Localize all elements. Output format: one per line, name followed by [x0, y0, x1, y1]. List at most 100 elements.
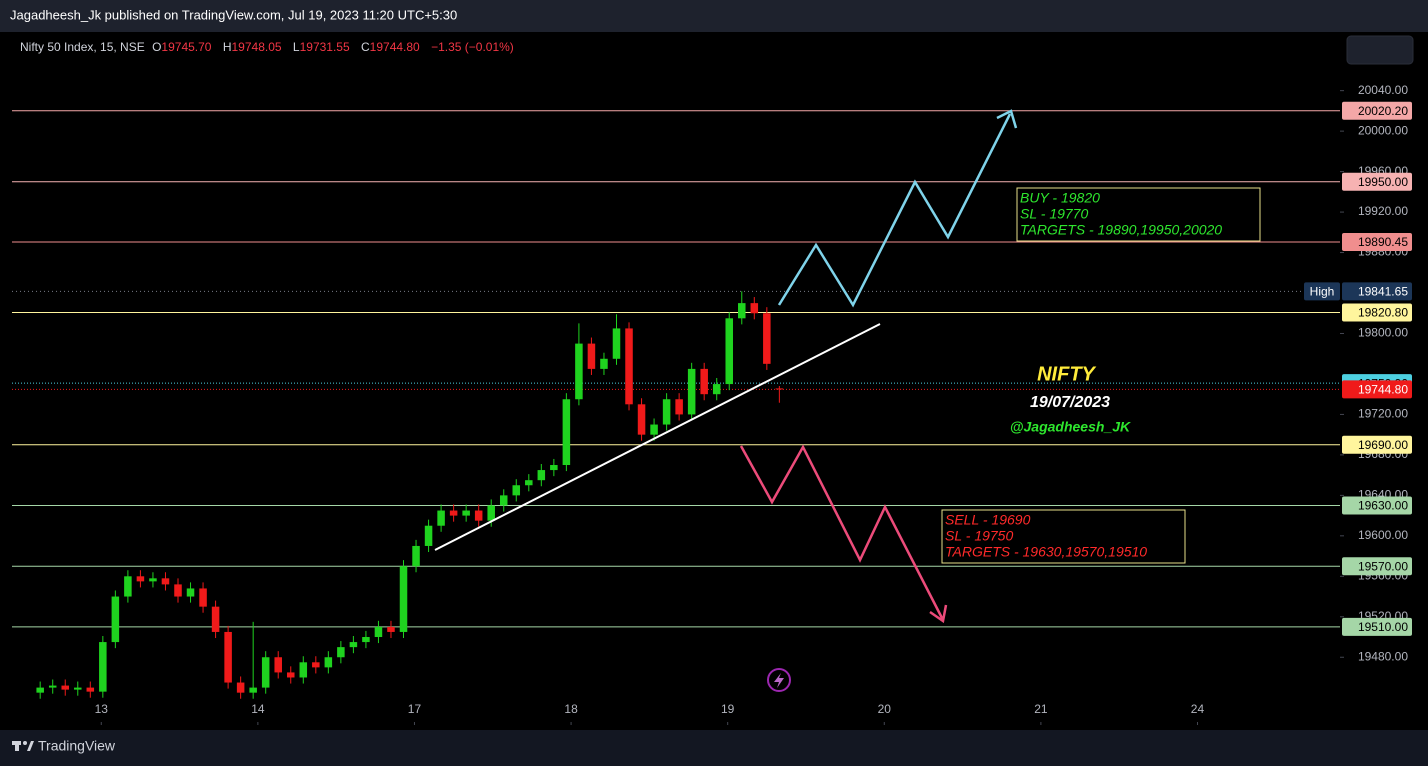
price-label: 19570.00: [1358, 559, 1408, 573]
sell-text: TARGETS - 19630,19570,19510: [945, 544, 1147, 560]
bull-path: [777, 113, 1012, 308]
y-tick-label: 19920.00: [1358, 204, 1408, 218]
candle-body: [374, 626, 383, 638]
price-label: 19950.00: [1358, 175, 1408, 189]
candle-body: [274, 657, 282, 673]
candle-body: [625, 328, 633, 405]
buy-text: SL - 19770: [1020, 206, 1088, 222]
price-label: 19744.80: [1358, 383, 1408, 397]
candle-body: [86, 687, 95, 692]
y-tick-label: 19480.00: [1358, 649, 1408, 663]
candle-body: [149, 578, 157, 582]
candle-body: [487, 505, 495, 521]
price-label-box: [1342, 435, 1412, 454]
tv-logo: [12, 741, 34, 751]
price-label-box: [1342, 496, 1412, 515]
bottom-bar: [0, 730, 1428, 766]
c-value: 19744.80: [370, 40, 420, 54]
legend: Nifty 50 Index, 15, NSE O19745.70 H19748…: [20, 40, 514, 54]
candle-body: [562, 399, 571, 466]
brand: TradingView: [38, 738, 116, 754]
price-label: 19630.00: [1358, 499, 1408, 513]
y-tick-label: 19800.00: [1358, 326, 1408, 340]
candle-body: [424, 525, 433, 546]
annotation-author: @Jagadheesh_JK: [1010, 419, 1131, 435]
high-name: High: [1310, 285, 1335, 299]
candle-body: [612, 328, 621, 359]
h-label: H: [223, 40, 232, 54]
x-tick-label: 24: [1191, 702, 1205, 716]
publisher: Jagadheesh_Jk published on TradingView.c…: [10, 7, 457, 22]
high-name-box: [1304, 282, 1340, 301]
candle-body: [111, 596, 120, 643]
price-label: 19820.80: [1358, 306, 1408, 320]
candle-body: [462, 510, 470, 516]
candle-body: [650, 424, 658, 435]
candle-body: [738, 303, 746, 319]
price-label-box: [1342, 380, 1412, 399]
annotation-date: 19/07/2023: [1030, 394, 1110, 411]
x-tick-label: 14: [251, 702, 265, 716]
event-icon[interactable]: [767, 668, 791, 692]
settings-button[interactable]: [1346, 35, 1414, 65]
candle-body: [675, 399, 683, 415]
candle-body: [61, 685, 70, 690]
sell-text: SELL - 19690: [945, 512, 1031, 528]
candle-body: [750, 303, 759, 314]
candle-body: [637, 404, 646, 435]
candle-body: [575, 343, 583, 400]
y-tick-label: 19720.00: [1358, 407, 1408, 421]
sell-text: SL - 19750: [945, 528, 1013, 544]
o-value: 19745.70: [161, 40, 211, 54]
bull-arrowhead: [996, 109, 1018, 129]
x-tick-label: 13: [95, 702, 109, 716]
candle-body: [99, 642, 107, 692]
candle-body: [349, 642, 358, 648]
price-label: 19510.00: [1358, 620, 1408, 634]
bear-path: [739, 444, 945, 621]
candle-body: [199, 588, 207, 607]
candle-body: [725, 318, 734, 385]
y-tick-label: 20000.00: [1358, 123, 1408, 137]
candle-body: [136, 576, 145, 582]
candle-body: [775, 388, 784, 390]
l-value: 19731.55: [300, 40, 350, 54]
o-label: O: [152, 40, 161, 54]
price-label-box: [1342, 557, 1412, 576]
x-tick-label: 21: [1034, 702, 1048, 716]
sell-box: [941, 509, 1186, 564]
x-tick-label: 17: [408, 702, 422, 716]
price-label-box: [1342, 101, 1412, 120]
candle-body: [211, 606, 220, 632]
candle-body: [474, 510, 483, 521]
candle-body: [712, 384, 721, 395]
y-tick-label: 20040.00: [1358, 83, 1408, 97]
top-bar: [0, 0, 1428, 32]
price-label: 19690.00: [1358, 438, 1408, 452]
candle-body: [537, 470, 546, 481]
symbol: Nifty 50 Index, 15, NSE: [20, 40, 145, 54]
c-label: C: [361, 40, 370, 54]
candle-body: [362, 637, 370, 643]
trend-line: [434, 323, 881, 551]
candle-body: [312, 662, 320, 668]
candle-body: [600, 358, 608, 369]
candle-body: [587, 343, 596, 369]
candle-body: [124, 576, 132, 597]
h-value: 19748.05: [232, 40, 282, 54]
candle-body: [662, 399, 671, 425]
buy-box: [1016, 187, 1261, 242]
price-label-box: [1342, 617, 1412, 636]
candle-body: [550, 465, 558, 471]
candle-body: [236, 682, 245, 693]
bear-arrowhead: [929, 604, 948, 624]
candle-body: [249, 687, 257, 693]
candle-body: [412, 545, 420, 567]
price-label: 19841.65: [1358, 285, 1408, 299]
candle-body: [286, 672, 295, 678]
candle-body: [687, 368, 696, 415]
price-label-box: [1342, 172, 1412, 191]
x-tick-label: 19: [721, 702, 735, 716]
candle-body: [224, 631, 232, 683]
candle-body: [74, 687, 82, 690]
